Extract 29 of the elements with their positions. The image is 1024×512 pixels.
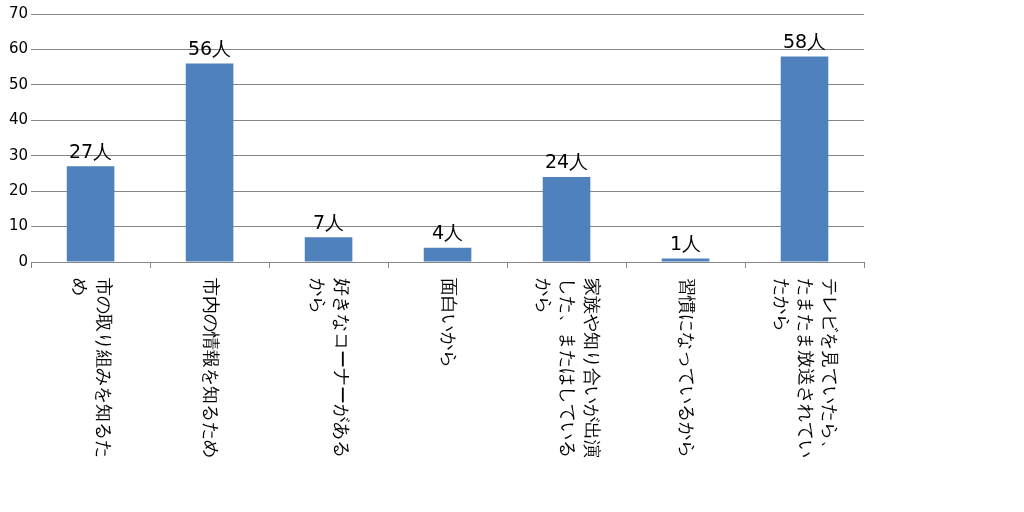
x-tick-label: 市内の情報を知るため (200, 278, 222, 458)
x-tick-label: 家族や知り合いが出演した、またはしているから (533, 278, 603, 458)
y-tick-label: 0 (18, 251, 29, 270)
y-tick-label: 20 (8, 181, 29, 200)
x-tick-label: 習慣になっているから (676, 278, 698, 458)
bar (66, 166, 115, 262)
y-tick-label: 50 (8, 74, 29, 93)
data-label: 1人 (669, 231, 702, 254)
data-label: 27人 (68, 139, 113, 162)
data-label: 56人 (187, 37, 232, 60)
data-label: 58人 (782, 29, 827, 52)
y-tick-label: 30 (8, 145, 29, 164)
bar (185, 63, 234, 262)
x-tick-label: 好きなコーナーがあるから (307, 278, 353, 458)
bar (780, 56, 829, 262)
y-tick-label: 40 (8, 110, 29, 129)
data-label: 24人 (544, 150, 589, 173)
y-tick-label: 10 (8, 216, 29, 235)
bar (304, 237, 353, 262)
x-tick-label: 市の取り組みを知るため (69, 278, 115, 458)
bar (423, 247, 472, 262)
data-label: 7人 (313, 210, 345, 233)
x-tick-label: 面白いから (438, 278, 460, 368)
x-tick-label: テレビを見ていたら、たまたま放送されていたから (771, 278, 841, 458)
data-label: 4人 (432, 221, 464, 244)
bar (661, 258, 710, 262)
bar (542, 176, 591, 262)
y-tick-label: 70 (8, 3, 29, 22)
y-tick-label: 60 (8, 39, 29, 58)
